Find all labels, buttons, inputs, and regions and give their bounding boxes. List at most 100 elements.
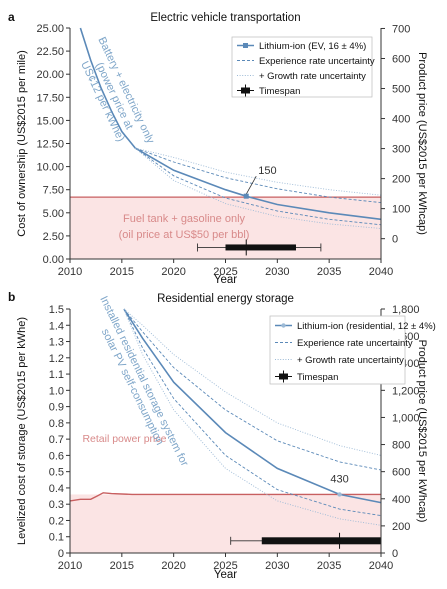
y-tick-label: 5.00 [43,208,64,220]
x-axis-label: Year [214,569,237,581]
y-right-tick-label: 700 [392,23,410,35]
x-tick-label: 2030 [265,266,289,278]
rotated-annotation: Battery + electricity only(power price a… [78,35,156,146]
y-tick-label: 15.00 [36,115,64,127]
series-line-dashed [135,147,382,226]
legend-label: Lithium-ion (EV, 16 ± 4%) [259,41,366,52]
y-tick-label: 20.00 [36,69,64,81]
y-tick-label: 0 [58,548,64,560]
y-tick-label: 0.4 [49,483,64,495]
legend-box [269,315,406,385]
y-tick-label: 1.1 [49,369,64,381]
legend-label: Lithium-ion (residential, 12 ± 4%) [297,321,436,332]
x-tick-label: 2035 [317,266,341,278]
y-tick-label: 22.50 [36,46,64,58]
legend-label: Timespan [259,86,300,97]
legend-marker [243,43,248,48]
annotation-marker [243,193,249,199]
y-tick-label: 10.00 [36,162,64,174]
y-tick-label: 0.8 [49,418,64,430]
y-tick-label: 17.50 [36,92,64,104]
x-tick-label: 2035 [317,560,341,572]
x-axis-label: Year [214,274,237,286]
series-line-dotted [123,308,382,456]
y-axis-label: Levelized cost of storage (US$2015 per k… [16,317,28,545]
y-right-tick-label: 300 [392,144,410,156]
y-tick-label: 0.7 [49,434,64,446]
x-tick-label: 2025 [213,560,237,572]
x-tick-label: 2040 [369,266,393,278]
y-tick-label: 1.2 [49,353,64,365]
y-tick-label: 7.50 [43,185,64,197]
annotation-label: 150 [258,165,276,177]
series-line-dashed [135,147,382,204]
y-tick-label: 0.1 [49,532,64,544]
series-line-dotted [135,147,382,196]
series-line-retail [69,492,381,502]
y-tick-label: 0.6 [49,450,64,462]
series-line-dotted [135,147,382,229]
timespan-box [261,537,381,545]
x-tick-label: 2020 [161,560,185,572]
y-tick-label: 1.5 [49,304,64,316]
y-tick-label: 0.5 [49,467,64,479]
band-text: (oil price at US$50 per bbl) [119,229,250,241]
y-right-tick-label: 600 [392,467,410,479]
y-axis-label: Cost of ownership (US$2015 per mile) [16,50,28,236]
y-axis-label-right: Product price (US$2015 per kWhcap) [416,340,428,523]
y-tick-label: 1.4 [49,320,64,332]
chart-title: Electric vehicle transportation [150,12,300,24]
annotation-marker [337,492,342,497]
legend-label: + Growth rate uncertainty [259,71,366,82]
y-axis-label-right: Product price (US$2015 per kWhcap) [416,52,428,235]
y-right-tick-label: 1,200 [392,385,420,397]
y-right-tick-label: 400 [392,114,410,126]
series-line-dashed [123,308,382,517]
y-right-tick-label: 800 [392,440,410,452]
y-right-tick-label: 400 [392,494,410,506]
annotation-leader [245,175,257,195]
legend-marker [281,323,286,328]
x-tick-label: 2025 [213,266,237,278]
panel-a: Fuel tank + gasoline only (oil price at U… [8,10,428,286]
y-right-tick-label: 200 [392,521,410,533]
y-tick-label: 0.2 [49,515,64,527]
y-right-tick-label: 0 [392,234,398,246]
y-tick-label: 1.3 [49,337,64,349]
y-right-tick-label: 600 [392,53,410,65]
legend-label: Experience rate uncertainty [297,338,413,349]
y-tick-label: 2.50 [43,231,64,243]
x-tick-label: 2010 [58,560,82,572]
y-tick-label: 0.3 [49,499,64,511]
y-right-tick-label: 0 [392,548,398,560]
legend-box [231,36,373,98]
y-right-tick-label: 1,800 [392,304,420,316]
annotation-label: 430 [330,473,348,485]
y-right-tick-label: 1,000 [392,412,420,424]
x-tick-label: 2015 [110,560,134,572]
y-tick-label: 25.00 [36,23,64,35]
panel-label: a [8,10,15,24]
x-tick-label: 2020 [161,266,185,278]
timespan-box [225,244,296,251]
legend-label: + Growth rate uncertainty [297,355,404,366]
panel-label: b [8,290,15,304]
y-right-tick-label: 200 [392,174,410,186]
band-text: Retail power price [82,433,166,445]
x-tick-label: 2015 [110,266,134,278]
y-tick-label: 1.0 [49,385,64,397]
x-tick-label: 2040 [369,560,393,572]
y-tick-label: 0.00 [43,254,64,266]
series-line-main [79,27,382,221]
band-text: Fuel tank + gasoline only [123,213,245,225]
legend-label: Experience rate uncertainty [259,56,375,67]
y-tick-label: 0.9 [49,402,64,414]
x-tick-label: 2010 [58,266,82,278]
x-tick-label: 2030 [265,560,289,572]
y-right-tick-label: 500 [392,84,410,96]
y-tick-label: 12.50 [36,139,64,151]
legend-label: Timespan [297,372,338,383]
y-right-tick-label: 100 [392,204,410,216]
